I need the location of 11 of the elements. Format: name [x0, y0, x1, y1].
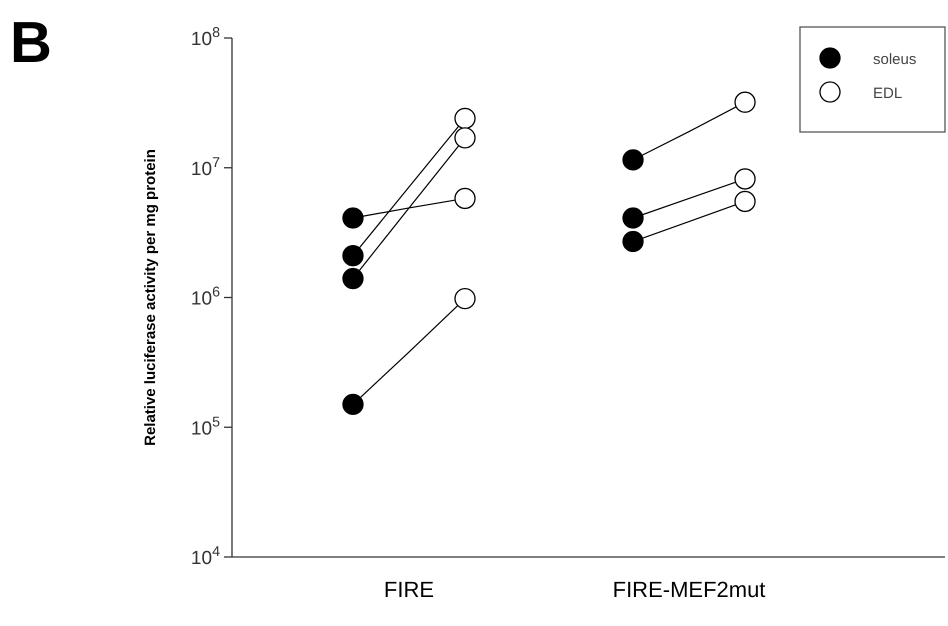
y-tick-label: 10$^{5}$: [190, 414, 220, 440]
text: B: [10, 10, 52, 75]
x-tick-label: FIRE-MEF2mut: [612, 577, 766, 602]
legend-label: soleus: [873, 51, 916, 68]
y-tick-label: 10$^{8}$: [190, 25, 220, 50]
y-axis-title: Relative luciferase activity per mg protein: [142, 149, 159, 446]
y-tick-label: 10$^{4}$: [190, 544, 220, 569]
y-tick-label: 10$^{7}$: [190, 154, 220, 180]
x-tick-label: FIRE: [384, 577, 434, 602]
y-tick-label: 10$^{6}$: [190, 284, 220, 310]
legend-label: EDL: [873, 85, 902, 102]
